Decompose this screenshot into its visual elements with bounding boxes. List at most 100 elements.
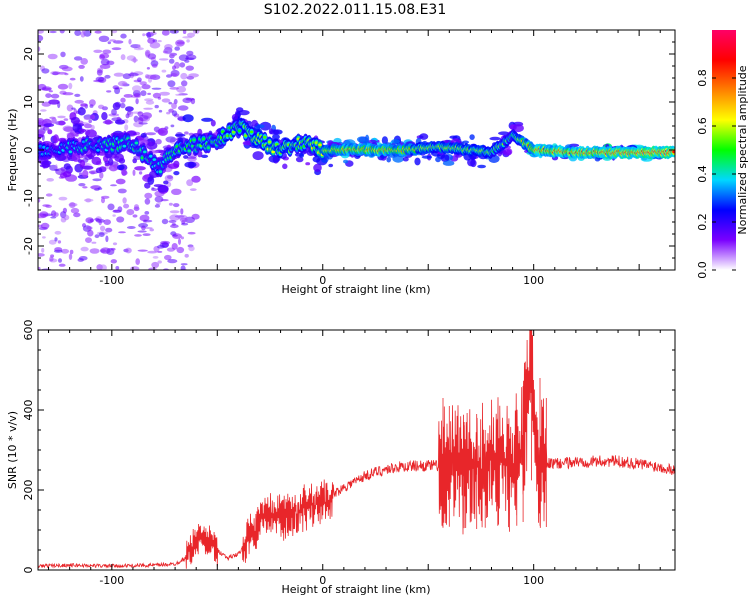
heatmap-cell — [143, 107, 154, 110]
heatmap-cell — [69, 202, 76, 209]
x-tick-label: 100 — [523, 574, 544, 587]
heatmap-cell — [113, 40, 124, 44]
heatmap-cell — [169, 87, 179, 90]
heatmap-cell — [102, 49, 112, 54]
heatmap-cell — [124, 106, 134, 112]
heatmap-cell — [295, 156, 304, 163]
colorbar-tick-label: 0.8 — [696, 69, 709, 87]
heatmap-cell — [152, 256, 159, 259]
heatmap-cell — [57, 71, 67, 75]
heatmap-cell — [181, 222, 189, 226]
heatmap-cell — [144, 98, 154, 102]
heatmap-cell — [66, 104, 74, 112]
heatmap-cell — [158, 58, 169, 61]
heatmap-cell — [184, 161, 197, 168]
heatmap-cell — [71, 107, 76, 110]
heatmap-cell — [148, 267, 157, 270]
heatmap-cell — [38, 198, 41, 203]
heatmap-cell — [91, 241, 97, 244]
heatmap-cell — [158, 109, 163, 113]
heatmap-cell — [116, 216, 125, 223]
heatmap-cell — [80, 103, 88, 107]
heatmap-cell — [48, 239, 57, 245]
heatmap-cell — [169, 214, 180, 221]
heatmap-cell — [54, 237, 58, 242]
heatmap-cell — [85, 217, 94, 224]
heatmap-cell — [151, 261, 160, 269]
heatmap-cell — [132, 85, 142, 92]
heatmap-cell — [172, 234, 178, 237]
heatmap-cell — [157, 127, 168, 136]
heatmap-cell — [68, 150, 73, 154]
heatmap-cell — [177, 105, 189, 111]
heatmap-cell — [161, 98, 171, 103]
heatmap-cell — [80, 246, 89, 252]
heatmap-cell — [132, 214, 138, 218]
heatmap-cell — [512, 124, 524, 133]
heatmap-cell — [147, 92, 152, 95]
heatmap-cell — [145, 100, 155, 105]
heatmap-cell — [158, 170, 163, 174]
heatmap-cell — [154, 104, 159, 109]
heatmap-cell — [88, 119, 92, 124]
heatmap-cell — [201, 117, 214, 122]
x-tick-label: 100 — [523, 274, 544, 287]
heatmap-cell — [99, 264, 107, 270]
heatmap-cell — [125, 113, 130, 119]
snr-panel: -100 0 100 0 200 400 600 Height of straight li… — [6, 320, 676, 596]
heatmap-cell — [314, 141, 319, 145]
heatmap-cell — [104, 119, 112, 125]
heatmap-cell — [117, 164, 125, 171]
heatmap-cell — [94, 30, 102, 34]
heatmap-cell — [45, 193, 53, 197]
heatmap-cell — [140, 133, 147, 138]
heatmap-cell — [126, 226, 136, 229]
heatmap-cell — [63, 214, 70, 221]
heatmap-cell — [53, 134, 59, 144]
heatmap-cell — [318, 143, 322, 147]
heatmap-cell — [139, 81, 147, 86]
heatmap-cell — [435, 156, 441, 163]
heatmap-cell — [41, 68, 50, 74]
heatmap-cell — [146, 67, 150, 70]
heatmap-cell — [470, 156, 475, 161]
heatmap-cell — [151, 63, 158, 68]
heatmap-cell — [98, 232, 105, 238]
heatmap-cell — [180, 72, 188, 80]
heatmap-cell — [163, 50, 168, 54]
heatmap-cell — [112, 85, 120, 90]
heatmap-cell — [142, 233, 151, 237]
heatmap-cell — [139, 214, 150, 222]
heatmap-cell — [110, 247, 116, 251]
heatmap-cell — [168, 58, 175, 64]
heatmap-cell — [157, 250, 163, 253]
heatmap-cell — [184, 131, 189, 135]
heatmap-cell — [62, 171, 72, 178]
heatmap-cell — [88, 170, 99, 174]
heatmap-cell — [187, 149, 191, 153]
heatmap-cell — [149, 41, 161, 49]
heatmap-cell — [149, 228, 154, 232]
heatmap-cell — [132, 169, 136, 176]
heatmap-cell — [85, 129, 97, 138]
heatmap-cell — [38, 144, 43, 148]
colorbar-tick-label: 0.0 — [696, 261, 709, 279]
heatmap-cell — [124, 124, 129, 131]
heatmap-cell — [231, 114, 238, 121]
heatmap-cell — [38, 30, 44, 34]
heatmap-cell — [152, 158, 157, 162]
heatmap-cell — [82, 169, 89, 178]
heatmap-cell — [268, 155, 281, 163]
heatmap-cell — [48, 90, 53, 93]
y-tick-label: 10 — [22, 95, 35, 109]
heatmap-cell — [105, 235, 109, 243]
heatmap-cell — [50, 93, 60, 99]
heatmap-cell — [61, 66, 73, 72]
heatmap-cell — [188, 245, 195, 252]
heatmap-cell — [268, 128, 273, 135]
heatmap-cell — [186, 179, 194, 187]
heatmap-cell — [83, 117, 91, 121]
heatmap-cell — [54, 247, 63, 252]
heatmap-cell — [38, 253, 45, 257]
